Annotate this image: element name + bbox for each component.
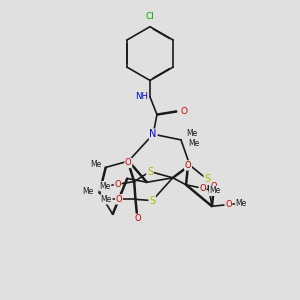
Text: O: O xyxy=(116,195,122,204)
Text: Me: Me xyxy=(99,182,111,191)
Text: Cl: Cl xyxy=(146,12,154,21)
Text: Me: Me xyxy=(101,195,112,204)
Text: O: O xyxy=(125,158,132,167)
Text: Me: Me xyxy=(236,199,247,208)
Text: O: O xyxy=(211,182,217,191)
Text: S: S xyxy=(147,167,153,176)
Text: O: O xyxy=(114,180,121,189)
Text: S: S xyxy=(149,196,155,206)
Text: O: O xyxy=(225,200,232,209)
Text: NH: NH xyxy=(135,92,148,101)
Text: Me: Me xyxy=(189,139,200,148)
Text: Me: Me xyxy=(186,129,198,138)
Text: Me: Me xyxy=(90,160,101,169)
Text: Me: Me xyxy=(210,186,221,195)
Text: O: O xyxy=(180,107,187,116)
Text: O: O xyxy=(185,161,191,170)
Text: O: O xyxy=(199,184,206,193)
Text: Me: Me xyxy=(83,187,94,196)
Text: O: O xyxy=(134,214,141,223)
Text: S: S xyxy=(204,174,210,184)
Text: N: N xyxy=(149,129,157,139)
